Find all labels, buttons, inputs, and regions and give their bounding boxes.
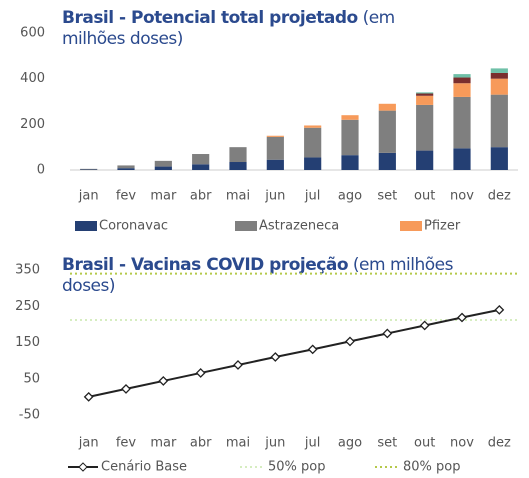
bar-segment	[154, 166, 172, 170]
x-tick-label: jun	[264, 189, 285, 204]
x-tick-label: mai	[226, 189, 250, 204]
legend-label: Coronavac	[99, 219, 168, 234]
legend-label: 50% pop	[268, 460, 325, 475]
bar-segment	[490, 78, 508, 95]
bar-segment	[378, 152, 396, 170]
point	[382, 328, 393, 339]
x-tick-label: abr	[190, 189, 212, 204]
bar-segment	[304, 127, 322, 158]
bar-segment	[80, 168, 98, 170]
bar-segment	[378, 103, 396, 111]
point	[233, 360, 243, 370]
x-tick-label: nov	[450, 189, 474, 204]
y-tick-label: 200	[20, 117, 45, 132]
x-tick-label: jan	[78, 436, 99, 451]
bar-segment	[192, 154, 210, 165]
bar-segment	[453, 96, 471, 149]
bar-segment	[416, 104, 434, 151]
x-tick-label: dez	[488, 189, 511, 204]
y-tick-label: 50	[23, 371, 40, 386]
x-tick-label: mar	[150, 436, 177, 451]
bar-segment	[266, 136, 284, 160]
legend-swatch	[75, 221, 97, 231]
bar-segment	[229, 162, 247, 170]
bar-segment	[490, 72, 508, 79]
point	[195, 368, 206, 378]
point	[419, 320, 430, 331]
bar-segment	[266, 159, 284, 170]
bar-segment	[341, 155, 359, 170]
y-tick-label: 150	[15, 335, 40, 350]
point	[494, 304, 505, 315]
x-tick-label: fev	[116, 189, 137, 204]
legend-label: Cenário Base	[101, 460, 187, 475]
bar-segment	[453, 77, 471, 84]
y-tick-label: -50	[19, 408, 40, 423]
bar-segment	[490, 94, 508, 148]
x-tick-label: jun	[264, 436, 285, 451]
x-tick-label: out	[414, 436, 435, 451]
x-tick-label: ago	[338, 189, 362, 204]
bar-segment	[154, 160, 172, 167]
line	[88, 308, 500, 398]
bar-segment	[490, 68, 508, 73]
x-tick-label: jul	[304, 436, 320, 451]
legend-marker	[78, 462, 88, 472]
bar-segment	[416, 95, 434, 105]
bar-segment	[416, 92, 434, 94]
point	[307, 344, 318, 355]
x-tick-label: fev	[116, 436, 137, 451]
x-tick-label: set	[377, 436, 397, 451]
point	[345, 336, 355, 347]
x-tick-label: set	[377, 189, 397, 204]
bar-segment	[416, 93, 434, 96]
y-tick-label: 400	[20, 71, 45, 86]
legend-swatch	[400, 221, 422, 231]
bar-segment	[117, 165, 135, 169]
bar-segment	[304, 157, 322, 170]
bar-segment	[266, 135, 284, 137]
x-tick-label: jul	[304, 189, 320, 204]
x-tick-label: mar	[150, 189, 177, 204]
point	[270, 352, 281, 362]
bar-segment	[341, 119, 359, 156]
bar-segment	[453, 83, 471, 97]
legend-swatch	[235, 221, 257, 231]
bar-segment	[490, 147, 508, 170]
x-tick-label: dez	[488, 436, 511, 451]
bar-segment	[341, 115, 359, 120]
y-tick-label: 350	[15, 263, 40, 278]
x-tick-label: jan	[78, 189, 99, 204]
y-tick-label: 600	[20, 26, 45, 41]
legend-label: Pfizer	[424, 219, 461, 234]
title-2: Brasil - Vacinas COVID projeção (em milh…	[62, 255, 453, 296]
x-tick-label: out	[414, 189, 435, 204]
x-tick-label: ago	[338, 436, 362, 451]
title-1: Brasil - Potencial total projetado (em m…	[62, 8, 395, 49]
legend-label: 80% pop	[403, 460, 460, 475]
x-tick-label: mai	[226, 436, 250, 451]
x-tick-label: nov	[450, 436, 474, 451]
bar-segment	[453, 74, 471, 78]
point	[457, 312, 467, 323]
bar-segment	[416, 150, 434, 170]
point	[83, 391, 94, 402]
bar-segment	[453, 148, 471, 170]
legend-label: Astrazeneca	[259, 219, 339, 234]
bar-segment	[192, 164, 210, 170]
bar-segment	[378, 110, 396, 153]
bar-segment	[304, 125, 322, 128]
bar-segment	[229, 147, 247, 163]
bar-segment	[117, 168, 135, 170]
point	[121, 383, 131, 394]
y-tick-label: 0	[37, 163, 45, 178]
y-tick-label: 250	[15, 299, 40, 314]
point	[158, 376, 169, 386]
x-tick-label: abr	[190, 436, 212, 451]
